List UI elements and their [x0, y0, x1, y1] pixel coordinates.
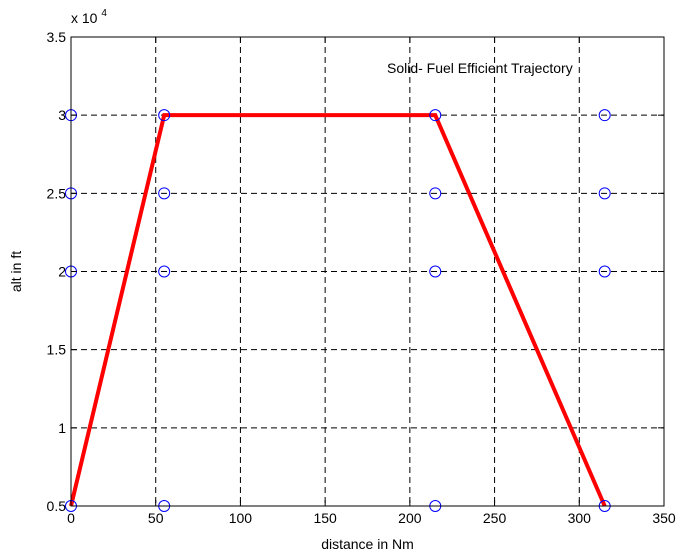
y-tick-label: 1	[58, 420, 66, 436]
x-tick-label: 350	[652, 510, 676, 526]
tick-labels: 0 50 100 150 200 250 300 350 0.5 1 1.5 2 2.5 3 3.5	[47, 29, 676, 526]
chart-annotation: Solid- Fuel Efficient Trajectory	[387, 60, 573, 76]
x-tick-label: 200	[398, 510, 422, 526]
x-tick-label: 50	[148, 510, 164, 526]
y-tick-label: 2.5	[47, 185, 67, 201]
y-axis-label: alt in ft	[8, 251, 24, 292]
data-point-marker	[158, 265, 171, 278]
data-point-marker	[598, 187, 611, 200]
data-point-marker	[429, 265, 442, 278]
grid	[71, 37, 664, 506]
data-point-marker	[158, 109, 171, 122]
y-axis-exponent-power: 4	[101, 8, 107, 19]
trajectory-line	[69, 113, 607, 507]
x-axis-label: distance in Nm	[321, 536, 414, 552]
x-tick-label: 150	[313, 510, 337, 526]
data-point-marker	[429, 187, 442, 200]
x-tick-label: 250	[483, 510, 507, 526]
y-tick-label: 3	[58, 107, 66, 123]
x-tick-label: 0	[67, 510, 75, 526]
x-tick-label: 300	[568, 510, 592, 526]
y-axis-exponent-base: x 10	[71, 10, 98, 26]
y-tick-label: 0.5	[47, 498, 67, 514]
x-tick-label: 100	[229, 510, 253, 526]
y-tick-label: 3.5	[47, 29, 67, 45]
y-tick-label: 1.5	[47, 342, 67, 358]
y-tick-label: 2	[58, 264, 66, 280]
data-point-marker	[158, 187, 171, 200]
data-point-marker	[598, 109, 611, 122]
ticks	[70, 36, 665, 507]
data-point-marker	[429, 109, 442, 122]
data-point-marker	[598, 265, 611, 278]
y-axis-exponent: x 10 4	[71, 8, 107, 26]
